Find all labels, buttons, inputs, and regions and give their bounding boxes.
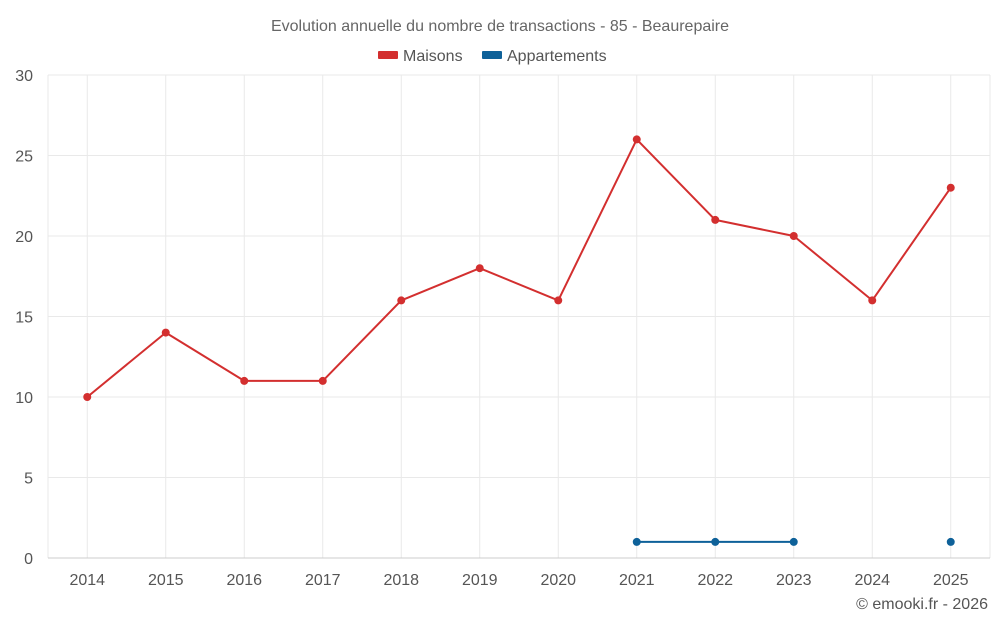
data-point-maisons[interactable] — [161, 328, 170, 337]
x-tick-label: 2020 — [540, 572, 576, 589]
data-point-appartements[interactable] — [789, 537, 798, 546]
y-tick-label: 10 — [15, 390, 33, 407]
series-group — [83, 135, 955, 546]
x-tick-label: 2024 — [854, 572, 890, 589]
credit-text: © emooki.fr - 2026 — [856, 596, 988, 613]
x-tick-label: 2015 — [148, 572, 184, 589]
x-tick-label: 2025 — [933, 572, 969, 589]
data-point-maisons[interactable] — [632, 135, 641, 144]
legend-label-maisons: Maisons — [403, 48, 463, 65]
chart-title: Evolution annuelle du nombre de transact… — [271, 18, 729, 35]
data-point-maisons[interactable] — [946, 183, 955, 192]
legend-label-appartements: Appartements — [507, 48, 607, 65]
y-tick-label: 5 — [24, 471, 33, 488]
data-point-maisons[interactable] — [789, 232, 798, 240]
grid — [47, 74, 991, 559]
legend: Maisons Appartements — [378, 48, 607, 65]
data-point-appartements[interactable] — [632, 537, 641, 546]
data-point-maisons[interactable] — [318, 376, 327, 385]
legend-swatch-appartements — [482, 51, 502, 59]
x-tick-label: 2019 — [462, 572, 498, 589]
y-axis-ticks: 0 5 10 15 20 25 30 — [15, 68, 33, 568]
data-point-appartements[interactable] — [711, 537, 720, 546]
series-line-maisons — [86, 138, 952, 398]
x-tick-label: 2016 — [226, 572, 262, 589]
y-tick-label: 20 — [15, 229, 33, 246]
data-point-maisons[interactable] — [868, 296, 877, 305]
data-point-maisons[interactable] — [397, 296, 406, 305]
y-tick-label: 15 — [15, 310, 33, 327]
x-tick-label: 2022 — [697, 572, 733, 589]
data-point-maisons[interactable] — [475, 264, 484, 273]
y-tick-label: 0 — [24, 551, 33, 568]
legend-swatch-maisons — [378, 51, 398, 59]
x-axis-ticks: 2014 2015 2016 2017 2018 2019 2020 2021 2022 2023… — [69, 572, 968, 589]
data-point-maisons[interactable] — [711, 215, 720, 224]
data-point-maisons[interactable] — [554, 296, 563, 305]
x-tick-label: 2021 — [619, 572, 655, 589]
data-point-appartements[interactable] — [946, 537, 955, 546]
x-tick-label: 2014 — [69, 572, 105, 589]
x-tick-label: 2018 — [383, 572, 419, 589]
data-point-maisons[interactable] — [83, 393, 92, 401]
x-tick-label: 2017 — [305, 572, 341, 589]
y-tick-label: 30 — [15, 68, 33, 85]
data-point-maisons[interactable] — [240, 376, 249, 385]
x-tick-label: 2023 — [776, 572, 812, 589]
y-tick-label: 25 — [15, 149, 33, 166]
